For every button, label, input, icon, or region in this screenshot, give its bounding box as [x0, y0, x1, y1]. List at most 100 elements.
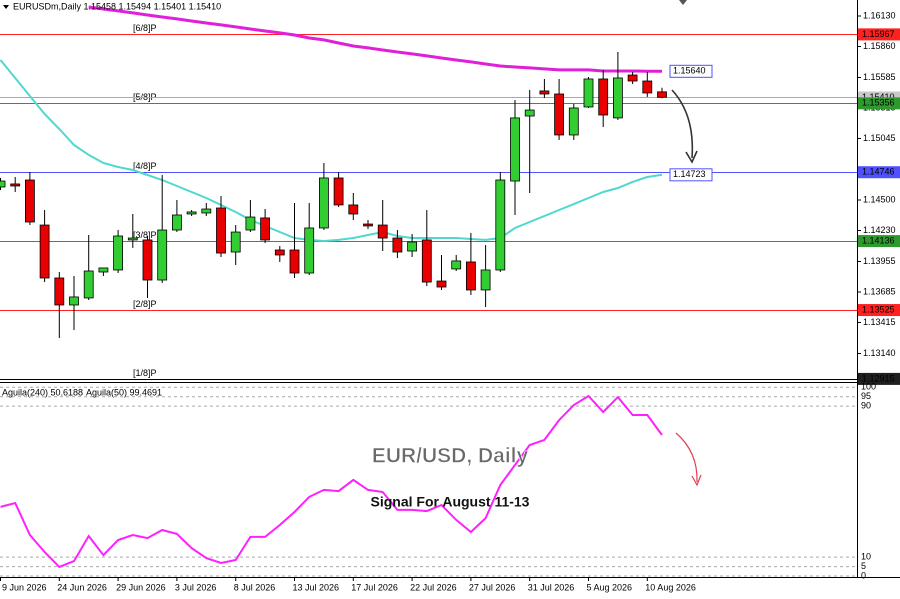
indicator-line — [0, 394, 663, 569]
forecast-arrow — [675, 432, 698, 483]
candle-body — [318, 177, 329, 229]
candle-body — [407, 241, 418, 252]
candle-body — [657, 91, 667, 98]
x-tick-label: 27 Jul 2026 — [469, 582, 516, 592]
candle-body — [348, 204, 359, 215]
candle-body — [539, 90, 550, 95]
candle-body — [304, 227, 315, 274]
level-price-box — [858, 97, 900, 110]
candle-body — [127, 237, 138, 241]
candle-body — [216, 207, 226, 254]
x-tick-label: 29 Jun 2026 — [116, 582, 166, 592]
y-tick-label: 1.13415 — [863, 317, 896, 327]
period-marker — [679, 0, 687, 5]
indicator-title: Aguila(240) 50.6188 — [2, 387, 83, 397]
candle-body — [333, 177, 344, 206]
level-price: 1.14136 — [862, 235, 895, 245]
candle-body — [436, 280, 447, 288]
level-price: 1.13525 — [862, 304, 895, 314]
indicator-panel — [0, 386, 857, 577]
candle-body — [69, 296, 79, 306]
level-label: [1/8]P — [133, 368, 157, 378]
y-tick-label: 1.13685 — [863, 286, 896, 296]
candle-body — [230, 231, 241, 253]
candle-body — [524, 109, 535, 117]
candle-body — [480, 269, 491, 291]
level-price: 1.12915 — [862, 373, 895, 383]
y-tick-label: 1.14230 — [863, 225, 896, 235]
candle-body — [171, 214, 182, 231]
x-tick-label: 22 Jul 2026 — [410, 582, 457, 592]
candle-body — [377, 224, 388, 239]
moving-average — [0, 59, 663, 243]
y-tick-label: 5 — [861, 561, 866, 571]
level-price-box — [858, 372, 900, 385]
candle-body — [554, 93, 564, 136]
level-label: [2/8]P — [133, 299, 157, 309]
candle-body — [392, 237, 403, 253]
level-price-box — [858, 28, 900, 41]
forecast-arrowhead — [691, 474, 702, 487]
candle-body — [495, 179, 506, 271]
candle-body — [10, 183, 21, 187]
candle-body — [421, 239, 432, 283]
candle-body — [186, 211, 197, 215]
x-tick-label: 5 Aug 2026 — [587, 582, 633, 592]
candle-body — [568, 107, 579, 136]
forecast-arrowhead — [685, 150, 698, 164]
level-price-box — [858, 235, 900, 248]
y-tick-label: 1.15860 — [863, 41, 896, 51]
axes: 1.161301.158601.155851.153151.150451.145… — [0, 10, 900, 592]
candle-body — [642, 80, 653, 94]
level-price-box — [858, 166, 900, 179]
y-tick-label: 10 — [861, 552, 871, 562]
candle-body — [24, 179, 35, 223]
level-label: [3/8]P — [133, 230, 157, 240]
annotation-subtitle: Signal For August 11-13 — [371, 494, 530, 510]
level-price: 1.14746 — [862, 167, 895, 177]
chart-header: EURUSDm,Daily 1.15458 1.15494 1.15401 1.… — [13, 1, 221, 11]
moving-average — [88, 5, 662, 73]
candle-body — [465, 261, 476, 291]
current-price-label: 1.15410 — [862, 92, 895, 102]
x-tick-label: 17 Jul 2026 — [351, 582, 398, 592]
y-tick-label: 100 — [861, 382, 876, 392]
price-panel: [6/8]P [5/8]P [4/8]P [3/8]P [2/8]P [1/8]P — [0, 5, 857, 378]
price-label: 1.14723 — [673, 169, 706, 179]
candle-body — [289, 249, 300, 274]
level-label: [4/8]P — [133, 161, 157, 171]
candle-body — [54, 277, 65, 306]
forecast-arrow — [671, 89, 694, 159]
candle-body — [613, 77, 623, 119]
candle-body — [363, 223, 373, 227]
y-tick-label: 1.15585 — [863, 72, 896, 82]
price-label-box — [669, 168, 713, 182]
y-tick-label: 1.14500 — [863, 194, 896, 204]
y-tick-label: 1.13140 — [863, 348, 896, 358]
x-tick-label: 3 Jul 2026 — [175, 582, 217, 592]
level-label: [6/8]P — [133, 23, 157, 33]
y-tick-label: 1.16130 — [863, 10, 896, 20]
level-price: 1.15967 — [862, 29, 895, 39]
candle-body — [598, 78, 609, 116]
x-tick-label: 9 Jun 2026 — [2, 582, 47, 592]
candle-body — [274, 249, 285, 256]
header-icon — [3, 5, 9, 9]
candle-body — [627, 74, 638, 82]
candle-body — [510, 117, 520, 182]
candle-body — [98, 267, 109, 273]
x-tick-label: 13 Jul 2026 — [293, 582, 340, 592]
level-label: [5/8]P — [133, 92, 157, 102]
y-tick-label: 1.15045 — [863, 133, 896, 143]
candle-body — [142, 239, 153, 281]
annotation-title: EUR/USD, Daily — [372, 445, 529, 468]
candle-body — [245, 216, 256, 231]
x-tick-label: 8 Jul 2026 — [234, 582, 276, 592]
y-tick-label: 90 — [861, 401, 871, 411]
price-label: 1.15640 — [673, 66, 706, 76]
x-tick-label: 10 Aug 2026 — [645, 582, 696, 592]
candle-body — [201, 208, 212, 214]
y-tick-label: 95 — [861, 391, 871, 401]
